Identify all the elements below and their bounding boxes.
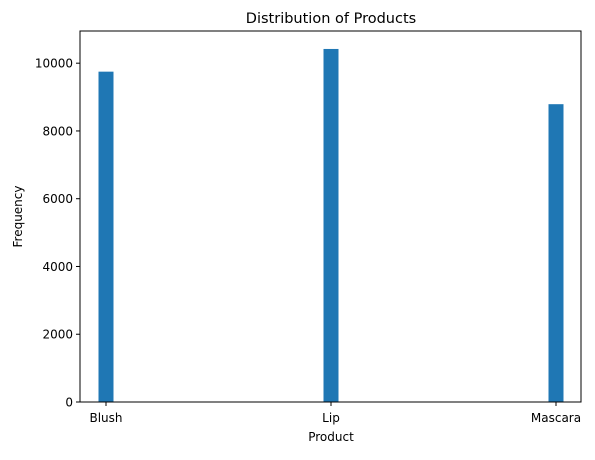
x-tick-label: Blush [89,411,122,425]
y-tick-label: 8000 [42,124,73,138]
x-tick-label: Lip [322,411,340,425]
x-tick-label: Mascara [531,411,581,425]
y-tick-label: 0 [65,396,73,410]
x-axis-label: Product [308,430,354,444]
y-tick-label: 6000 [42,192,73,206]
y-axis-label: Frequency [11,186,25,248]
chart-title: Distribution of Products [246,11,416,27]
y-tick-label: 4000 [42,260,73,274]
bar-mascara [548,104,564,402]
plot-area-frame [79,30,582,403]
bar-lip [323,48,339,402]
bar-blush [98,71,114,402]
y-tick-label: 10000 [35,57,73,71]
y-tick-label: 2000 [42,328,73,342]
